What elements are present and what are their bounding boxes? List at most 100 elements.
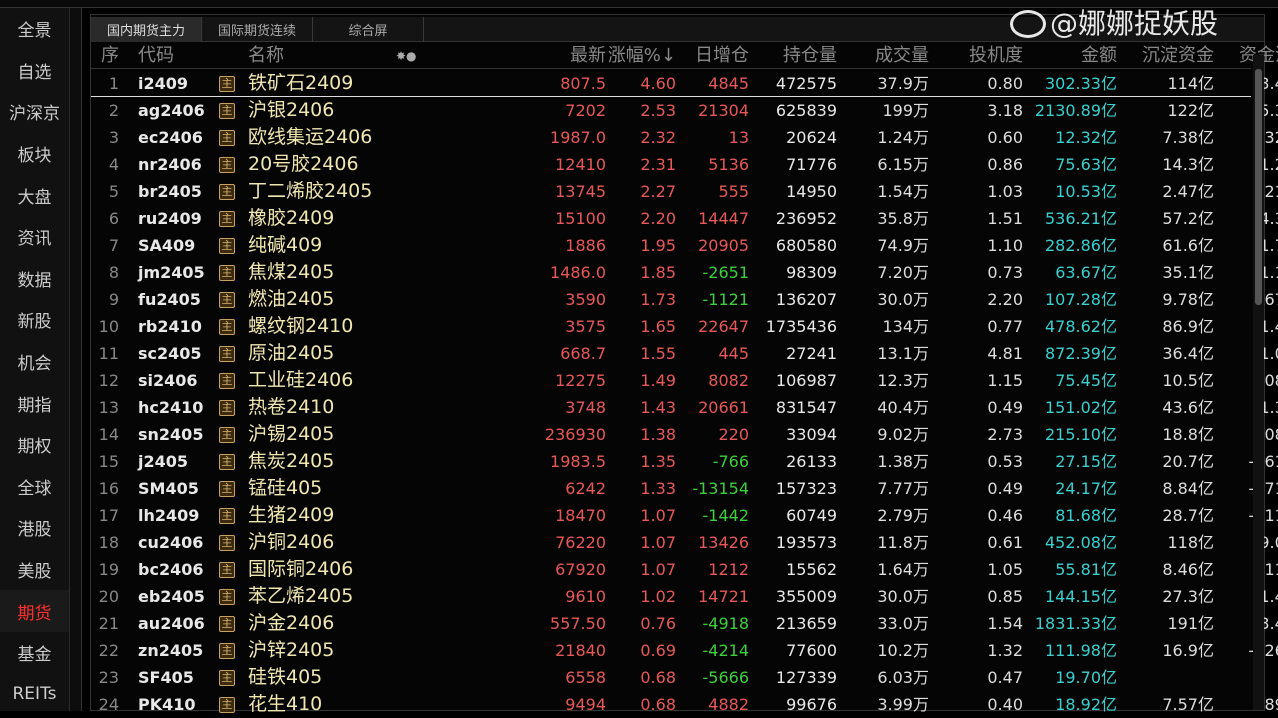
row-volume: 1.38万	[877, 448, 929, 475]
row-increase: 14721	[698, 583, 749, 610]
row-amount: 144.15亿	[1045, 583, 1117, 610]
vertical-scrollbar[interactable]	[1253, 55, 1264, 710]
main-contract-icon: 主	[219, 373, 235, 389]
main-contract-icon: 主	[219, 76, 235, 92]
sidebar-item[interactable]: 全球	[0, 466, 69, 508]
sidebar-item[interactable]: 基金	[0, 632, 69, 674]
row-increase: 445	[718, 340, 749, 367]
row-amount: 63.67亿	[1055, 259, 1117, 286]
row-code: cu2406	[138, 529, 203, 556]
sidebar-item[interactable]: 数据	[0, 258, 69, 300]
row-name: 焦炭2405	[248, 448, 334, 475]
sidebar-item[interactable]: 全景	[0, 8, 69, 50]
sidebar-item[interactable]: 期权	[0, 424, 69, 466]
sidebar-item[interactable]: 机会	[0, 341, 69, 383]
col-name[interactable]: 名称	[248, 43, 284, 69]
col-pct[interactable]: 涨幅%↓	[608, 43, 676, 69]
row-speculation: 1.51	[987, 205, 1023, 232]
main-contract-icon: 主	[219, 130, 235, 146]
row-code: fu2405	[138, 286, 201, 313]
tab-composite-screen[interactable]: 综合屏	[313, 17, 424, 42]
main-contract-icon: 主	[219, 238, 235, 254]
row-code: hc2410	[138, 394, 203, 421]
col-open-interest[interactable]: 持仓量	[783, 43, 837, 69]
row-last: 76220	[555, 529, 606, 556]
tab-domestic-main[interactable]: 国内期货主力	[91, 17, 202, 42]
row-amount: 151.02亿	[1045, 394, 1117, 421]
row-seq: 4	[91, 151, 119, 178]
row-name: 沪金2406	[248, 610, 334, 637]
row-last: 18470	[555, 502, 606, 529]
sidebar-item[interactable]: 沪深京	[0, 91, 69, 133]
col-speculation[interactable]: 投机度	[969, 43, 1023, 69]
col-last[interactable]: 最新	[570, 43, 606, 69]
col-increase[interactable]: 日增仓	[695, 43, 749, 69]
tab-international-continuous[interactable]: 国际期货连续	[202, 17, 313, 42]
row-sediment: 191亿	[1167, 610, 1214, 637]
row-increase: 4882	[708, 691, 749, 718]
row-speculation: 1.54	[987, 610, 1023, 637]
sidebar-item[interactable]: 期指	[0, 382, 69, 424]
sidebar-scrollbar[interactable]	[70, 8, 82, 711]
row-amount: 215.10亿	[1045, 421, 1117, 448]
col-sediment[interactable]: 沉淀资金	[1142, 43, 1214, 69]
row-increase: -1442	[703, 502, 750, 529]
sidebar-item[interactable]: 美股	[0, 549, 69, 591]
sidebar-item[interactable]: 大盘	[0, 174, 69, 216]
row-flow: 678万	[1264, 286, 1278, 313]
row-speculation: 0.46	[987, 502, 1023, 529]
sidebar-item[interactable]: 新股	[0, 299, 69, 341]
row-speculation: 0.49	[987, 394, 1023, 421]
sidebar-item[interactable]: 板块	[0, 133, 69, 175]
sidebar-item[interactable]: 期货	[0, 590, 69, 632]
row-speculation: 2.73	[987, 421, 1023, 448]
row-amount: 2130.89亿	[1035, 97, 1117, 124]
sidebar-item[interactable]: 港股	[0, 507, 69, 549]
row-speculation: 2.20	[987, 286, 1023, 313]
row-amount: 107.28亿	[1045, 286, 1117, 313]
row-code: sn2405	[138, 421, 203, 448]
row-open-interest: 213659	[776, 610, 837, 637]
sidebar-item[interactable]: 资讯	[0, 216, 69, 258]
row-name: 铁矿石2409	[248, 70, 353, 97]
sidebar-item[interactable]: 自选	[0, 50, 69, 92]
col-seq[interactable]: 序	[91, 43, 119, 69]
col-volume[interactable]: 成交量	[875, 43, 929, 69]
scroll-thumb[interactable]	[1255, 69, 1262, 305]
row-last: 12275	[555, 367, 606, 394]
row-increase: -4214	[703, 637, 750, 664]
col-code[interactable]: 代码	[138, 43, 174, 69]
row-name: 沪锡2405	[248, 421, 334, 448]
row-open-interest: 831547	[776, 394, 837, 421]
main-contract-icon: 主	[219, 211, 235, 227]
col-amount[interactable]: 金额	[1081, 43, 1117, 69]
col-icons[interactable]: ✸●	[396, 43, 417, 69]
row-speculation: 0.49	[987, 475, 1023, 502]
row-volume: 2.79万	[877, 502, 929, 529]
sidebar-item[interactable]: REITs	[0, 674, 69, 716]
